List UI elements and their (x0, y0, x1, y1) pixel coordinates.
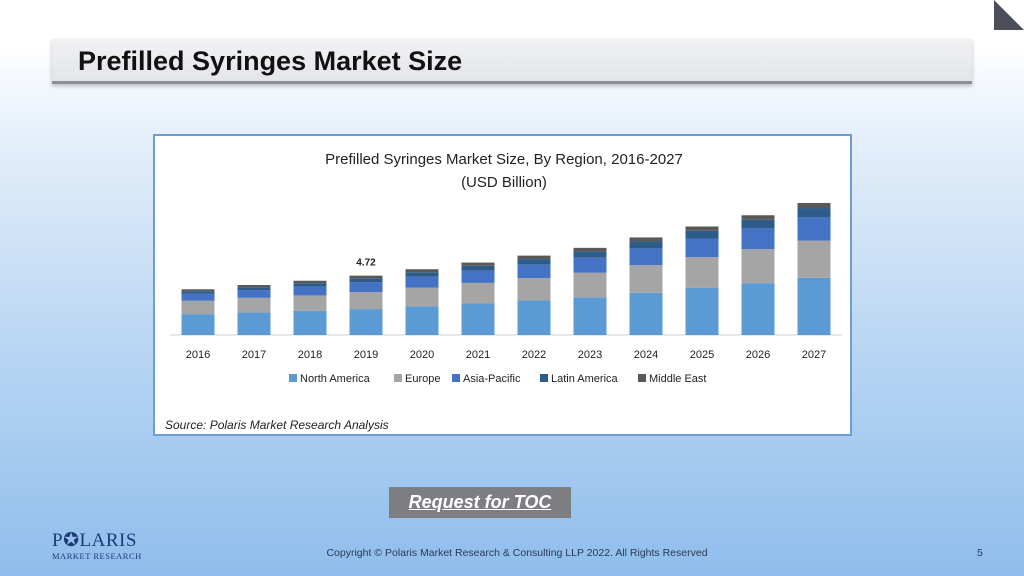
chart-subtitle: (USD Billion) (461, 174, 547, 191)
x-tick-label: 2017 (242, 349, 266, 361)
legend-label: Middle East (649, 373, 706, 385)
bar-segment (685, 287, 719, 335)
x-tick-label: 2016 (186, 349, 210, 361)
legend-swatch (638, 374, 646, 382)
bar-segment (797, 240, 831, 278)
legend-label: Asia-Pacific (463, 373, 521, 385)
chart-panel: Prefilled Syringes Market Size, By Regio… (153, 134, 852, 436)
legend-label: North America (300, 373, 371, 385)
bar-segment (349, 282, 383, 293)
bar-segment (741, 228, 775, 250)
copyright-text: Copyright © Polaris Market Research & Co… (326, 547, 708, 559)
bar-segment (797, 202, 831, 209)
bar-segment (349, 275, 383, 279)
bar-segment (685, 230, 719, 239)
bar-segment (517, 278, 551, 301)
bar-segment (349, 278, 383, 283)
bar-segment (573, 251, 607, 258)
request-toc-button[interactable]: Request for TOC (389, 487, 571, 518)
bar-segment (293, 310, 327, 335)
bar-segment (685, 226, 719, 231)
page-number: 5 (977, 547, 983, 559)
bar-segment (293, 286, 327, 296)
bar-segment (461, 282, 495, 304)
bar-segment (405, 287, 439, 307)
legend-swatch (289, 374, 297, 382)
bar-segment (237, 312, 271, 335)
x-tick-label: 2021 (466, 349, 490, 361)
bar-segment (741, 283, 775, 335)
x-tick-label: 2025 (690, 349, 714, 361)
x-tick-label: 2026 (746, 349, 770, 361)
bar-segment (629, 237, 663, 242)
bar-segment (181, 314, 215, 335)
bar-segment (181, 289, 215, 292)
bar-segment (685, 257, 719, 288)
legend-swatch (394, 374, 402, 382)
bar-segment (461, 265, 495, 271)
logo-wordmark: P✪LARIS (52, 530, 137, 551)
legend-label: Europe (405, 373, 440, 385)
legend-swatch (452, 374, 460, 382)
data-label: 4.72 (356, 258, 376, 269)
bar-segment (405, 306, 439, 335)
bar-segment (797, 217, 831, 241)
bar-segment (517, 300, 551, 335)
bar-segment (461, 303, 495, 335)
bar-segment (349, 292, 383, 310)
bar-segment (405, 272, 439, 277)
bar-segment (517, 259, 551, 265)
x-tick-label: 2024 (634, 349, 658, 361)
bar-segment (517, 264, 551, 279)
x-tick-label: 2022 (522, 349, 546, 361)
x-tick-label: 2027 (802, 349, 826, 361)
bar-segment (293, 295, 327, 311)
bar-segment (405, 276, 439, 288)
title-bar: Prefilled Syringes Market Size (52, 39, 972, 84)
bar-segment (293, 280, 327, 284)
x-tick-label: 2018 (298, 349, 322, 361)
bar-segment (629, 292, 663, 335)
bar-segment (237, 285, 271, 288)
bar-segment (797, 277, 831, 335)
bar-segment (405, 269, 439, 273)
bar-segment (181, 291, 215, 294)
bar-segment (293, 283, 327, 287)
logo-subtitle: MARKET RESEARCH (52, 551, 142, 561)
bar-segment (181, 300, 215, 315)
chart-title: Prefilled Syringes Market Size, By Regio… (325, 151, 683, 168)
bar-segment (573, 272, 607, 298)
polaris-logo: P✪LARIS MARKET RESEARCH (52, 530, 142, 562)
x-tick-label: 2023 (578, 349, 602, 361)
x-tick-label: 2020 (410, 349, 434, 361)
bar-segment (461, 270, 495, 283)
bar-segment (517, 255, 551, 260)
bar-segment (461, 262, 495, 266)
bar-segment (573, 257, 607, 273)
bar-segment (741, 249, 775, 284)
bar-segment (573, 247, 607, 252)
bar-segment (797, 208, 831, 218)
bar-segment (685, 238, 719, 258)
corner-triangle (994, 0, 1024, 30)
bar-segment (741, 219, 775, 229)
bar-segment (237, 290, 271, 298)
stacked-bar-chart: Prefilled Syringes Market Size, By Regio… (165, 151, 842, 432)
bar-segment (237, 297, 271, 313)
chart-source: Source: Polaris Market Research Analysis (165, 418, 389, 432)
bar-segment (629, 265, 663, 293)
bar-segment (181, 293, 215, 301)
bar-segment (741, 215, 775, 220)
bar-segment (629, 241, 663, 249)
legend-label: Latin America (551, 373, 619, 385)
bar-segment (237, 287, 271, 291)
bar-segment (349, 309, 383, 335)
bar-segment (629, 248, 663, 266)
bar-segment (573, 297, 607, 335)
page-title: Prefilled Syringes Market Size (78, 46, 463, 76)
legend-swatch (540, 374, 548, 382)
x-tick-label: 2019 (354, 349, 378, 361)
